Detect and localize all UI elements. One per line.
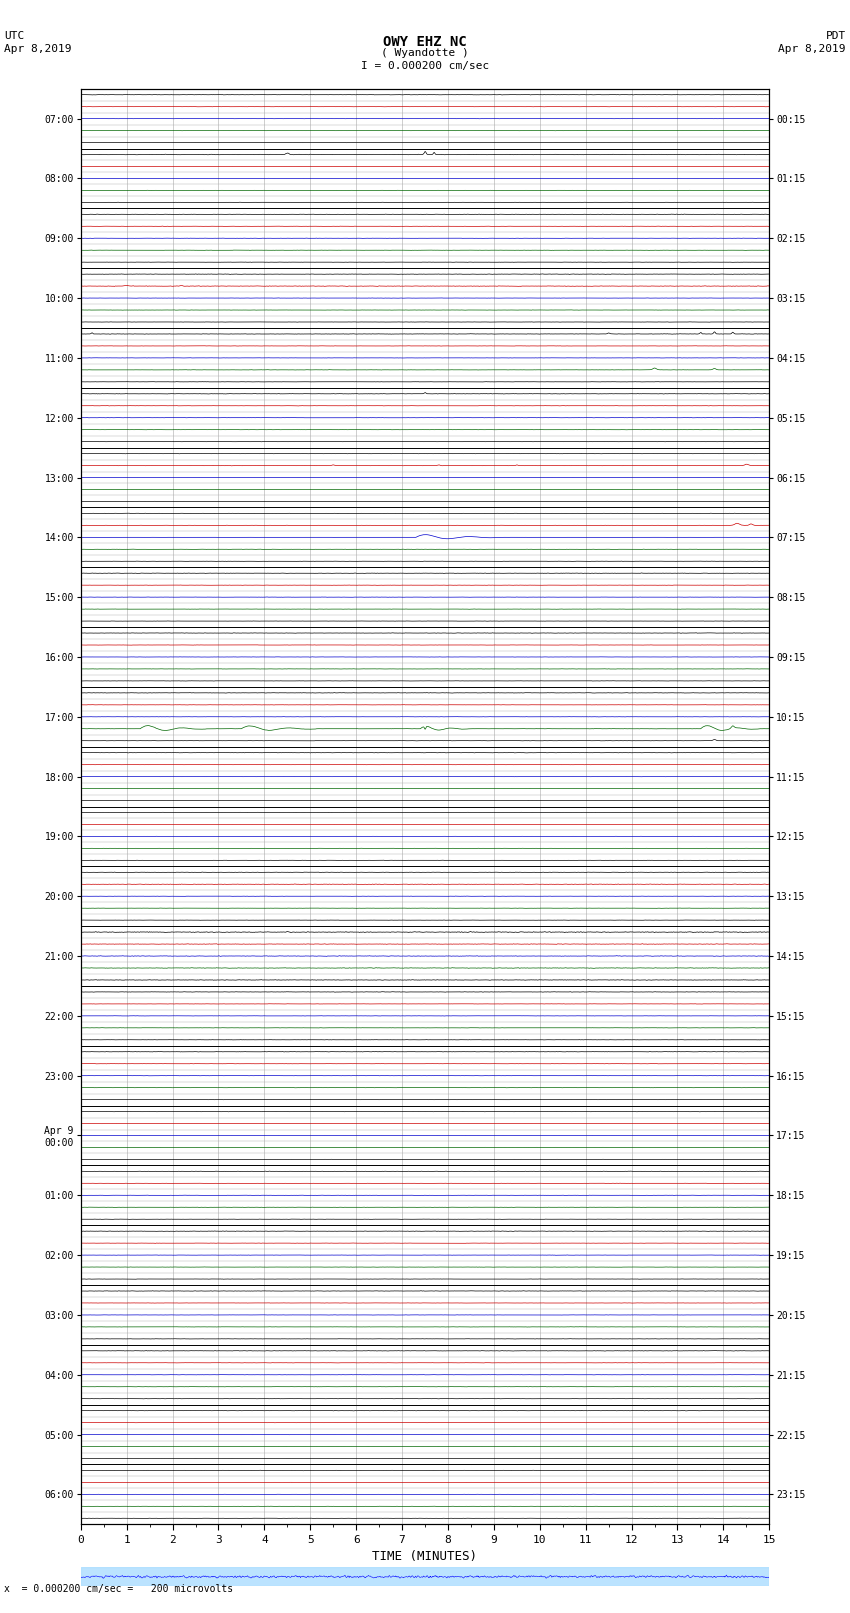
Bar [81,1568,769,1587]
Text: x  = 0.000200 cm/sec =   200 microvolts: x = 0.000200 cm/sec = 200 microvolts [4,1584,234,1594]
Text: ( Wyandotte ): ( Wyandotte ) [381,48,469,58]
Text: I = 0.000200 cm/sec: I = 0.000200 cm/sec [361,61,489,71]
Text: UTC: UTC [4,31,25,40]
Text: OWY EHZ NC: OWY EHZ NC [383,35,467,50]
Text: Apr 8,2019: Apr 8,2019 [779,44,846,53]
X-axis label: TIME (MINUTES): TIME (MINUTES) [372,1550,478,1563]
Text: Apr 8,2019: Apr 8,2019 [4,44,71,53]
Text: PDT: PDT [825,31,846,40]
